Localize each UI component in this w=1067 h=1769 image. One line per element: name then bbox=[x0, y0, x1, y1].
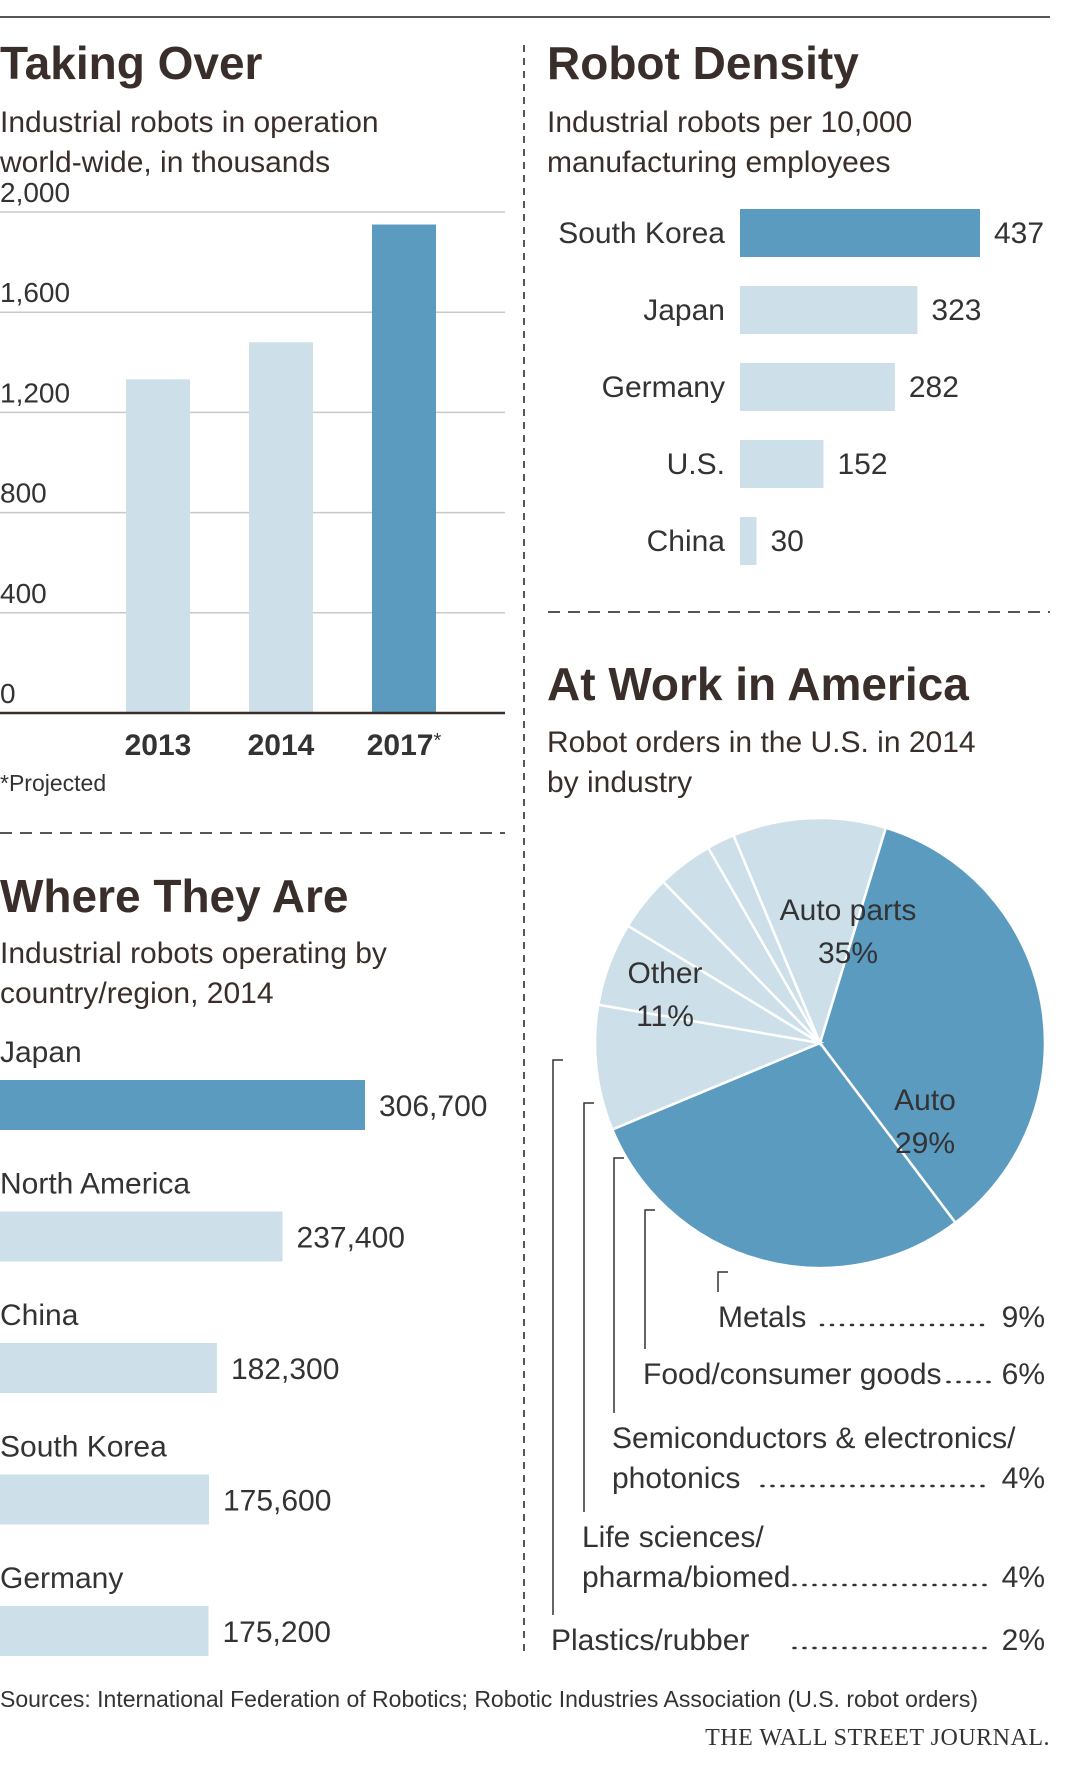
taking-over-bar bbox=[249, 342, 313, 713]
taking-over-ytick: 400 bbox=[0, 578, 47, 609]
where-they-are-bar bbox=[0, 1211, 283, 1262]
where-they-are-value: 175,200 bbox=[223, 1616, 331, 1649]
robot-density-bar bbox=[740, 363, 895, 411]
where-they-are-category: China bbox=[0, 1299, 79, 1332]
robot-density-value: 323 bbox=[931, 294, 981, 327]
legend-value: 4% bbox=[1002, 1462, 1045, 1495]
where-they-are-category: South Korea bbox=[0, 1431, 167, 1464]
legend-value: 2% bbox=[1002, 1624, 1045, 1657]
robot-density-value: 30 bbox=[770, 525, 803, 558]
legend-label: Metals bbox=[718, 1301, 806, 1334]
legend-label: Semiconductors & electronics/ bbox=[612, 1422, 1016, 1455]
robot-density-value: 437 bbox=[994, 217, 1044, 250]
legend-leader-line bbox=[717, 1271, 728, 1292]
robot-density-category: South Korea bbox=[558, 217, 725, 250]
legend-label: pharma/biomed bbox=[582, 1561, 790, 1594]
robot-density-value: 152 bbox=[837, 448, 887, 481]
taking-over-ytick: 800 bbox=[0, 478, 47, 509]
where-they-are-panel: Where They Are Industrial robots operati… bbox=[0, 870, 487, 1656]
where-they-are-value: 237,400 bbox=[297, 1222, 405, 1255]
robot-density-title: Robot Density bbox=[547, 37, 859, 89]
taking-over-xtick: 2017* bbox=[367, 729, 442, 762]
robot-density-category: Germany bbox=[602, 371, 725, 404]
at-work-panel: At Work in America Robot orders in the U… bbox=[547, 658, 1047, 1657]
robot-density-bar bbox=[740, 440, 824, 488]
legend-label: Food/consumer goods bbox=[643, 1358, 942, 1391]
legend-label: photonics bbox=[612, 1462, 740, 1495]
robot-density-category: Japan bbox=[643, 294, 725, 327]
pie-slice-label: Auto parts bbox=[780, 894, 917, 927]
pie-slice-label: Other bbox=[627, 957, 702, 990]
legend-label: Plastics/rubber bbox=[551, 1624, 749, 1657]
taking-over-panel: Taking Over Industrial robots in operati… bbox=[0, 37, 505, 796]
where-they-are-bar bbox=[0, 1343, 217, 1393]
robot-density-bar bbox=[740, 286, 918, 334]
where-they-are-value: 182,300 bbox=[231, 1353, 339, 1386]
taking-over-subtitle-1: Industrial robots in operation bbox=[0, 106, 379, 139]
pie-slice bbox=[731, 816, 888, 1047]
taking-over-ytick: 0 bbox=[0, 678, 16, 709]
taking-over-subtitle-2: world-wide, in thousands bbox=[0, 146, 330, 179]
robot-density-panel: Robot Density Industrial robots per 10,0… bbox=[547, 37, 1044, 565]
where-they-are-subtitle-1: Industrial robots operating by bbox=[0, 937, 387, 970]
taking-over-bar bbox=[126, 379, 190, 713]
robot-density-bar bbox=[740, 517, 757, 565]
where-they-are-subtitle-2: country/region, 2014 bbox=[0, 977, 274, 1010]
where-they-are-category: Japan bbox=[0, 1036, 82, 1069]
taking-over-title: Taking Over bbox=[0, 37, 263, 89]
pie-slice bbox=[610, 1041, 958, 1270]
robot-density-subtitle-2: manufacturing employees bbox=[547, 146, 891, 179]
where-they-are-category: Germany bbox=[0, 1562, 123, 1595]
pie-slice-label: Auto bbox=[894, 1084, 956, 1117]
legend-leader-line bbox=[583, 1102, 594, 1512]
taking-over-xtick: 2014 bbox=[248, 729, 315, 762]
pie-slice-value: 29% bbox=[895, 1127, 955, 1160]
where-they-are-bar bbox=[0, 1080, 365, 1130]
robot-density-bar bbox=[740, 209, 980, 257]
taking-over-xtick: 2013 bbox=[125, 729, 192, 762]
robot-density-subtitle-1: Industrial robots per 10,000 bbox=[547, 106, 912, 139]
at-work-subtitle-2: by industry bbox=[547, 766, 692, 799]
where-they-are-value: 175,600 bbox=[223, 1485, 331, 1518]
legend-leader-line bbox=[644, 1209, 655, 1349]
robot-density-category: China bbox=[647, 525, 726, 558]
taking-over-footnote: *Projected bbox=[0, 770, 106, 796]
robot-density-category: U.S. bbox=[667, 448, 725, 481]
taking-over-ytick: 1,200 bbox=[0, 377, 70, 408]
pie-slice-value: 35% bbox=[818, 937, 878, 970]
legend-value: 4% bbox=[1002, 1561, 1045, 1594]
pie-slice-value: 11% bbox=[636, 1000, 694, 1033]
publisher-masthead: THE WALL STREET JOURNAL. bbox=[705, 1725, 1050, 1751]
legend-value: 6% bbox=[1002, 1358, 1045, 1391]
legend-leader-line bbox=[613, 1157, 624, 1413]
pie-slice bbox=[593, 1003, 825, 1132]
robot-density-value: 282 bbox=[909, 371, 959, 404]
sources-note: Sources: International Federation of Rob… bbox=[0, 1686, 978, 1712]
taking-over-ytick: 1,600 bbox=[0, 277, 70, 308]
where-they-are-value: 306,700 bbox=[379, 1090, 487, 1123]
taking-over-ytick: 2,000 bbox=[0, 177, 70, 208]
where-they-are-title: Where They Are bbox=[0, 870, 349, 922]
where-they-are-bar bbox=[0, 1606, 209, 1656]
where-they-are-bar bbox=[0, 1474, 209, 1525]
pie-slice bbox=[818, 826, 1047, 1225]
legend-label: Life sciences/ bbox=[582, 1521, 764, 1554]
legend-value: 9% bbox=[1002, 1301, 1045, 1334]
at-work-title: At Work in America bbox=[547, 658, 969, 710]
taking-over-bar bbox=[372, 224, 436, 713]
at-work-subtitle-1: Robot orders in the U.S. in 2014 bbox=[547, 726, 976, 759]
legend-leader-line bbox=[552, 1059, 563, 1615]
where-they-are-category: North America bbox=[0, 1168, 190, 1201]
